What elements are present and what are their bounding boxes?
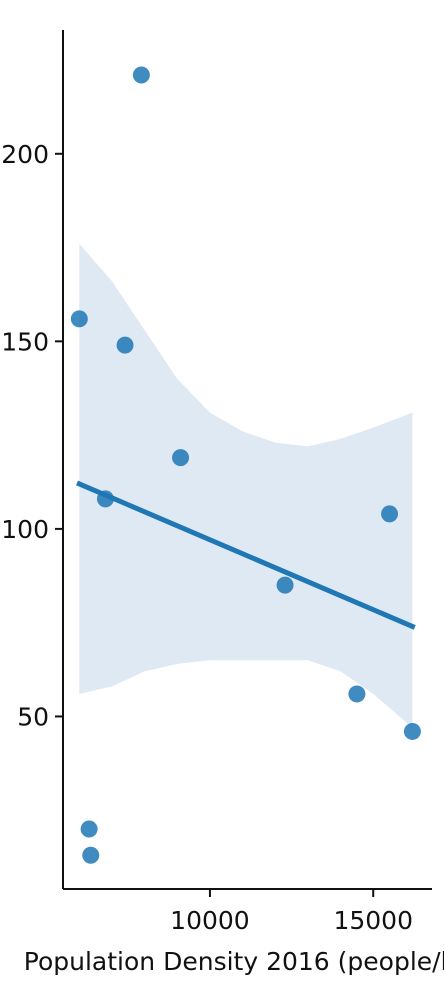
regression-line: [76, 480, 416, 630]
x-tick-label-10000: 10000: [170, 906, 250, 935]
data-point-4: [172, 449, 190, 467]
x-tick-label-15000: 15000: [333, 906, 413, 935]
data-point-1: [132, 66, 150, 84]
y-tick-label-50: 50: [17, 702, 49, 731]
data-point-11: [82, 846, 100, 864]
plot-area: [70, 66, 421, 864]
data-point-3: [116, 336, 134, 354]
data-point-2: [70, 310, 88, 328]
y-ticks: 50 100 150 200: [1, 140, 63, 731]
data-point-8: [348, 685, 366, 703]
y-tick-label-100: 100: [1, 515, 49, 544]
data-points: [70, 66, 421, 864]
data-point-9: [403, 722, 421, 740]
data-point-6: [381, 505, 399, 523]
y-tick-label-150: 150: [1, 327, 49, 356]
confidence-band: [79, 243, 413, 728]
x-ticks: 10000 15000: [170, 889, 413, 935]
data-point-7: [276, 576, 294, 594]
x-axis-label: Population Density 2016 (people/km²): [24, 947, 444, 976]
data-point-5: [96, 490, 114, 508]
y-tick-label-200: 200: [1, 140, 49, 169]
data-point-10: [80, 820, 98, 838]
